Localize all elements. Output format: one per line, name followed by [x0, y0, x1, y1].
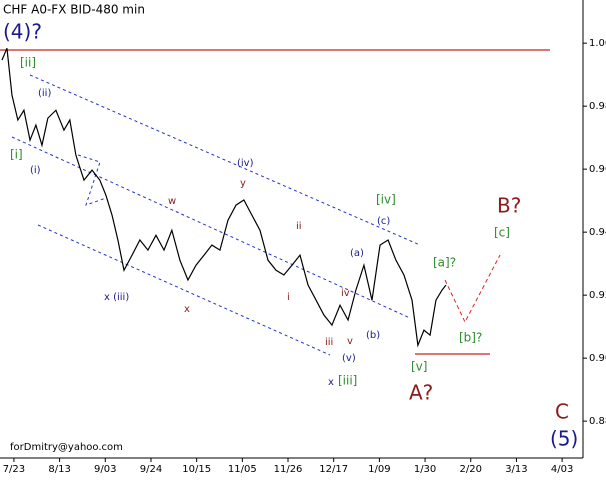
wave-label: (iv) [237, 158, 254, 169]
wave-label: iv [341, 288, 350, 299]
forecast-path [444, 254, 501, 324]
y-tick-label: 1.00 [589, 38, 606, 49]
x-tick-label: 4/03 [551, 464, 573, 475]
pennant [77, 154, 107, 206]
x-tick-label: 1/30 [414, 464, 436, 475]
wave-label: v [347, 336, 353, 347]
x-tick-label: 2/20 [460, 464, 482, 475]
price-line [1, 47, 447, 348]
y-tick-label: 0.94 [589, 227, 606, 238]
channel-lower [37, 224, 331, 356]
channel-upper [29, 74, 421, 246]
y-tick-label: 0.88 [589, 416, 606, 427]
wave-label: B? [497, 194, 521, 218]
wave-label: [iii] [338, 374, 357, 388]
credit: forDmitry@yahoo.com [10, 442, 123, 453]
wave-label: (i) [30, 165, 41, 176]
x-tick-label: 3/13 [505, 464, 527, 475]
wave-label: w [168, 196, 176, 207]
x-tick-label: 7/23 [3, 464, 25, 475]
wave-label: C [555, 400, 569, 424]
wave-label: i [287, 292, 290, 303]
wave-label: [v] [411, 360, 427, 374]
x-tick-label: 9/24 [140, 464, 162, 475]
wave-label: [ii] [20, 56, 36, 70]
wave-label: (b) [366, 330, 380, 341]
wave-label: x [184, 304, 190, 315]
wave-label: (v) [342, 353, 356, 364]
y-tick-label: 0.90 [589, 353, 606, 364]
y-tick-label: 0.92 [589, 290, 606, 301]
wave-label: (ii) [38, 88, 51, 99]
wave-label: x (iii) [104, 292, 129, 303]
wave-label: [iv] [376, 193, 396, 207]
x-tick-label: 11/05 [228, 464, 257, 475]
wave-label: [c] [494, 226, 510, 240]
wave-label: A? [409, 381, 433, 405]
x-tick-label: 11/26 [274, 464, 303, 475]
wave-label: (c) [377, 216, 390, 227]
chart-title: CHF A0-FX BID-480 min [3, 3, 145, 17]
wave-label: [i] [10, 148, 23, 162]
x-tick-label: 1/09 [368, 464, 390, 475]
y-tick-label: 0.96 [589, 164, 606, 175]
channel-middle [11, 136, 411, 319]
wave-label: x [328, 377, 334, 388]
x-tick-label: 10/15 [182, 464, 211, 475]
wave-label: y [240, 178, 246, 189]
x-tick-label: 12/17 [319, 464, 348, 475]
x-tick-label: 9/03 [94, 464, 116, 475]
wave-label: [b]? [459, 331, 482, 345]
wave-label: iii [325, 337, 333, 348]
y-tick-label: 0.98 [589, 101, 606, 112]
wave-label: ii [296, 221, 302, 232]
wave-labels: (4)? [ii] (ii) [i] (i) (iv) w y [iv] (c)… [3, 20, 578, 451]
x-tick-label: 8/13 [48, 464, 70, 475]
wave-label: (4)? [3, 20, 42, 44]
wave-label: [a]? [433, 256, 456, 270]
wave-label: (5) [550, 427, 578, 451]
wave-label: (a) [350, 248, 364, 259]
